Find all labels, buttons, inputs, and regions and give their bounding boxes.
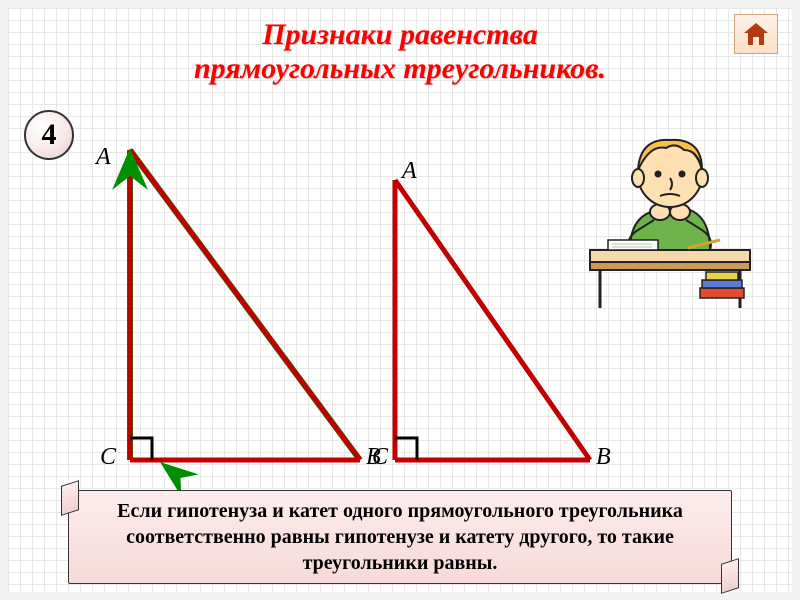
theorem-text: Если гипотенуза и катет одного прямоугол… [95, 498, 705, 576]
right-label-A: A [402, 158, 417, 185]
right-hyp-AB [395, 180, 590, 460]
right-label-C: C [372, 444, 388, 471]
scroll-curl-bottom-right [721, 558, 739, 594]
right-right-angle-marker [395, 438, 417, 460]
theorem-banner: Если гипотенуза и катет одного прямоугол… [68, 490, 732, 584]
student-clipart [580, 120, 770, 310]
scroll-curl-top-left [61, 480, 79, 516]
right-label-B: B [596, 444, 611, 471]
